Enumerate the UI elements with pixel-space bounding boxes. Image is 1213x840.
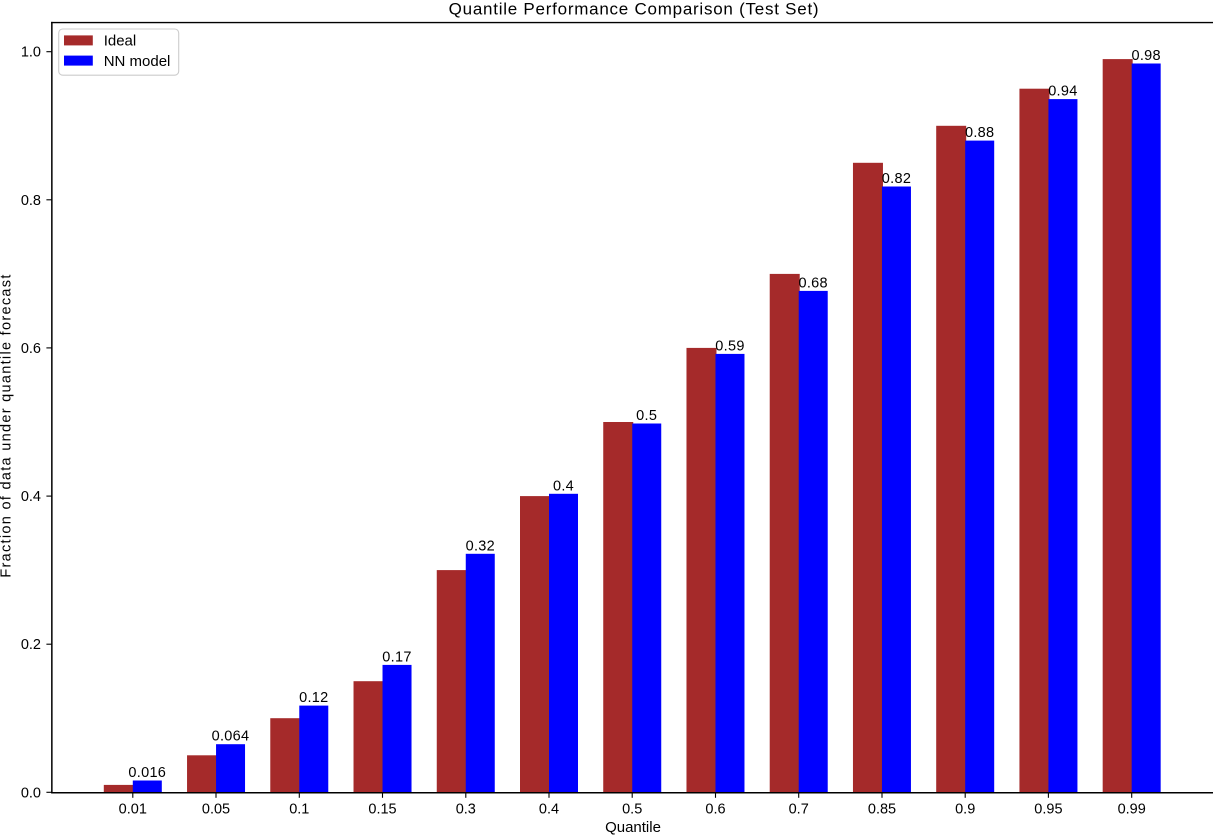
svg-text:0.6: 0.6 bbox=[705, 802, 725, 818]
svg-text:0.9: 0.9 bbox=[955, 802, 975, 818]
svg-text:0.94: 0.94 bbox=[1048, 84, 1077, 100]
svg-text:Quantile: Quantile bbox=[605, 819, 661, 835]
svg-text:0.2: 0.2 bbox=[21, 637, 41, 653]
svg-text:0.98: 0.98 bbox=[1131, 48, 1160, 64]
svg-text:0.4: 0.4 bbox=[539, 802, 559, 818]
svg-text:0.68: 0.68 bbox=[798, 275, 827, 291]
svg-text:0.7: 0.7 bbox=[789, 802, 809, 818]
svg-text:0.59: 0.59 bbox=[715, 338, 744, 354]
svg-text:0.5: 0.5 bbox=[622, 802, 642, 818]
svg-text:0.5: 0.5 bbox=[636, 408, 657, 424]
svg-text:0.15: 0.15 bbox=[368, 802, 396, 818]
svg-text:0.8: 0.8 bbox=[21, 193, 41, 209]
svg-text:0.0: 0.0 bbox=[21, 785, 41, 801]
svg-text:Quantile Performance Compariso: Quantile Performance Comparison (Test Se… bbox=[449, 0, 820, 18]
svg-text:0.4: 0.4 bbox=[21, 489, 41, 505]
svg-text:0.95: 0.95 bbox=[1034, 802, 1062, 818]
svg-text:0.12: 0.12 bbox=[299, 690, 328, 706]
svg-text:0.32: 0.32 bbox=[466, 538, 495, 554]
svg-text:0.3: 0.3 bbox=[456, 802, 476, 818]
svg-text:1.0: 1.0 bbox=[21, 45, 41, 61]
svg-text:0.88: 0.88 bbox=[965, 125, 994, 141]
svg-text:0.064: 0.064 bbox=[212, 729, 250, 745]
svg-text:Ideal: Ideal bbox=[104, 32, 137, 49]
svg-text:0.85: 0.85 bbox=[868, 802, 896, 818]
svg-text:0.1: 0.1 bbox=[289, 802, 309, 818]
svg-text:Fraction of data under quantil: Fraction of data under quantile forecast bbox=[0, 273, 15, 577]
svg-text:0.016: 0.016 bbox=[128, 765, 166, 781]
svg-text:0.99: 0.99 bbox=[1118, 802, 1146, 818]
svg-text:0.17: 0.17 bbox=[382, 649, 411, 665]
svg-text:NN model: NN model bbox=[104, 53, 171, 70]
svg-text:0.4: 0.4 bbox=[553, 478, 574, 494]
svg-text:0.82: 0.82 bbox=[882, 171, 911, 187]
svg-text:0.01: 0.01 bbox=[119, 802, 147, 818]
svg-text:0.05: 0.05 bbox=[202, 802, 230, 818]
svg-text:0.6: 0.6 bbox=[21, 341, 41, 357]
